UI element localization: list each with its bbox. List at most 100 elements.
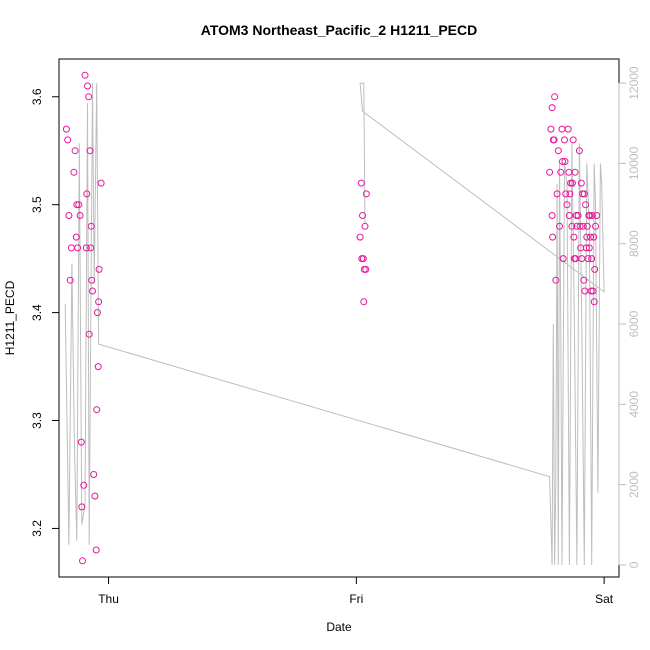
data-point [90,471,98,478]
data-point [581,287,589,295]
data-point [360,298,368,306]
data-point [583,233,591,241]
data-point [361,222,369,230]
data-point [565,212,573,219]
data-point [85,93,93,101]
data-point [569,136,577,144]
data-point [558,125,566,133]
data-point [83,190,91,198]
data-point [551,93,559,101]
data-point [82,244,90,252]
data-point [548,212,556,219]
data-point [585,244,593,252]
data-point [66,276,74,284]
data-point [89,287,96,295]
data-point [587,233,594,241]
data-point [561,136,568,144]
data-point [561,158,569,165]
data-point [579,222,587,230]
y2-tick-label: 6000 [627,310,641,337]
data-point [95,298,103,306]
data-point [87,222,95,230]
y2-tick-label: 10000 [627,146,641,180]
data-point [574,212,582,219]
data-point [563,201,571,209]
data-point [93,309,101,317]
data-point [358,255,366,263]
data-point [580,190,588,198]
data-point [93,406,101,414]
data-point [86,147,94,155]
data-point [591,265,599,273]
data-point [570,233,578,241]
data-point [592,222,599,230]
data-point [584,255,592,263]
x-tick-label: Fri [349,592,363,606]
data-point [357,179,365,187]
data-point [546,168,554,176]
data-point [84,82,91,90]
data-point [565,168,573,176]
data-point [571,168,579,176]
data-point [62,125,70,133]
data-point [557,168,565,176]
data-point [548,104,556,112]
data-point [92,546,100,554]
data-point [81,71,89,79]
plot-box [58,58,620,578]
x-axis-label: Date [326,620,352,634]
y2-tick-label: 12000 [627,66,641,100]
data-point [590,233,598,241]
chart-title: ATOM3 Northeast_Pacific_2 H1211_PECD [201,22,478,38]
data-point [583,222,591,230]
y-tick-label: 3.4 [30,304,44,321]
data-point [72,233,80,241]
data-point [559,255,567,263]
data-point [550,136,558,144]
data-point [586,212,594,219]
data-point [578,255,586,263]
data-point [356,233,364,241]
data-point [94,363,102,371]
data-point [559,158,566,165]
data-point [95,265,103,273]
data-point [566,190,574,198]
data-point [577,179,585,187]
data-point [582,201,589,209]
data-point [580,276,588,284]
data-point [359,212,366,219]
data-point [85,330,93,338]
y-axis-label: H1211_PECD [3,280,17,355]
chart-marks: Thu Fri Sat 3.2 3.3 3.4 3.5 3.6 0 2000 4000 6000 800… [30,66,641,606]
y2-tick-label: 4000 [627,391,641,418]
data-point [562,190,570,198]
data-point [593,212,601,219]
x-tick-label: Sat [595,592,614,606]
data-point [78,503,86,511]
data-point [91,492,99,500]
data-point [74,244,82,252]
y-tick-label: 3.6 [30,88,44,105]
data-point [80,481,88,489]
data-point [71,147,79,155]
data-point [549,233,557,241]
data-point [589,287,597,295]
data-point [73,201,81,209]
data-point [582,244,590,252]
data-point [75,201,83,209]
data-point [553,190,561,198]
data-point [575,147,583,155]
data-point [568,179,576,187]
y-tick-label: 3.5 [30,196,44,213]
data-point [564,125,572,133]
data-point [87,244,95,252]
y2-tick-label: 0 [627,561,641,568]
data-point [590,298,598,306]
data-point [554,147,562,155]
data-point [88,276,96,284]
data-point [77,438,85,446]
y-tick-label: 3.3 [30,412,44,429]
data-point [588,255,596,263]
data-point [64,136,72,144]
